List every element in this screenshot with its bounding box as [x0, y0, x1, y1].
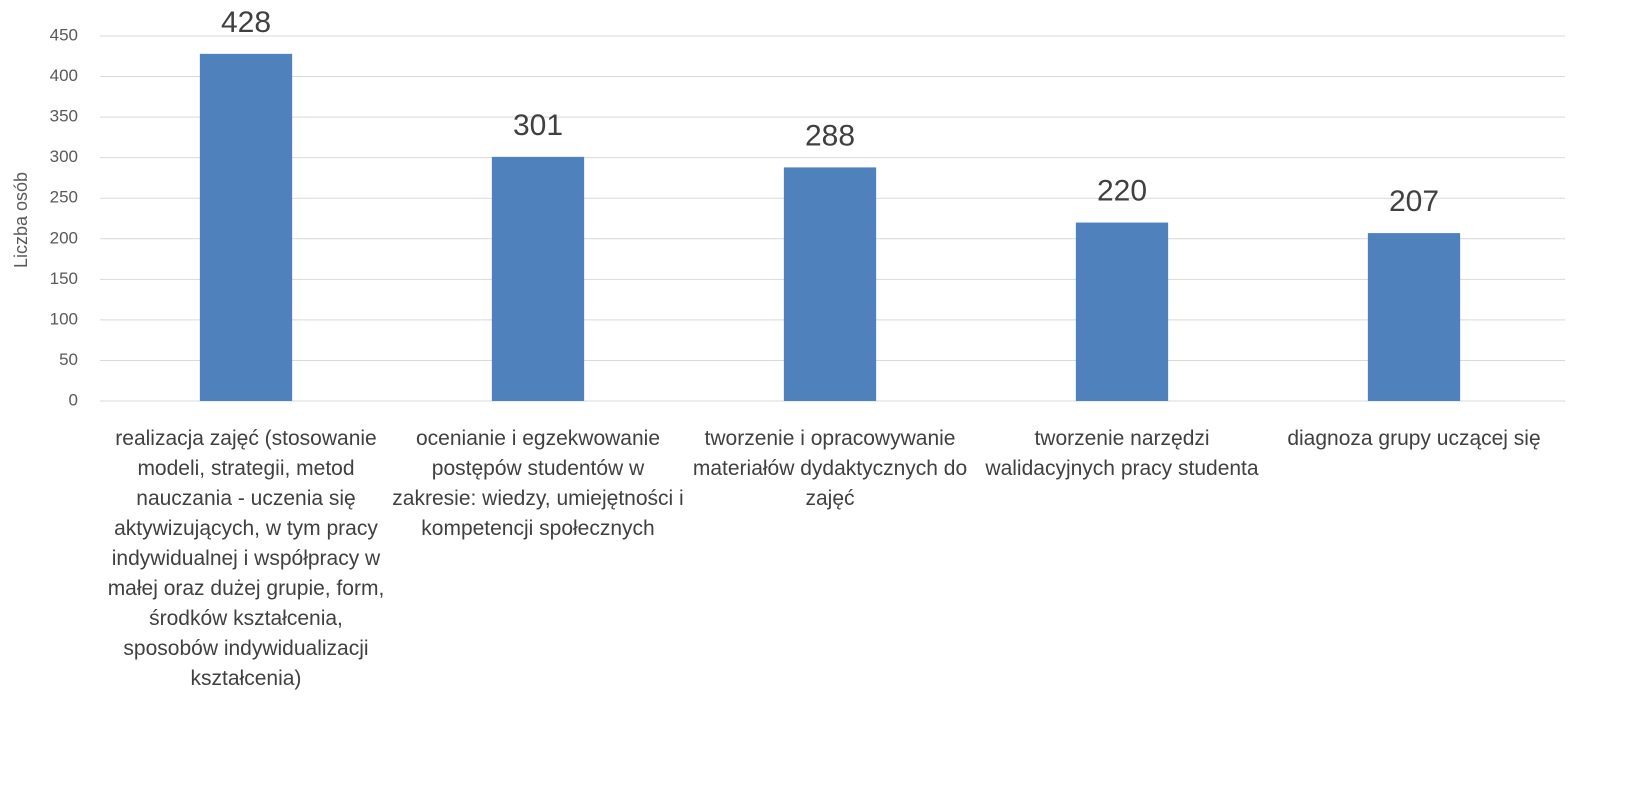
x-tick-label: tworzenie i opracowywanie materiałów dyd… [692, 427, 968, 510]
y-tick-label: 350 [50, 107, 78, 126]
y-tick-label: 100 [50, 309, 78, 328]
x-tick-label: tworzenie narzędzi walidacyjnych pracy s… [985, 427, 1259, 480]
bar [491, 156, 585, 401]
y-tick-label: 150 [50, 269, 78, 288]
x-tick-label: ocenianie i egzekwowanie postępów studen… [392, 427, 684, 540]
data-label: 301 [513, 109, 563, 142]
y-tick-label: 300 [50, 147, 78, 166]
bar [1075, 222, 1169, 401]
y-tick-label: 400 [50, 66, 78, 85]
x-tick-label: realizacja zajęć (stosowanie modeli, str… [107, 427, 385, 690]
y-tick-label: 0 [69, 390, 78, 409]
y-tick-label: 200 [50, 228, 78, 247]
y-tick-label: 450 [50, 25, 78, 44]
bar [199, 53, 293, 401]
y-tick-label: 50 [59, 350, 78, 369]
x-tick-label: diagnoza grupy uczącej się [1287, 427, 1541, 450]
data-label: 428 [221, 6, 271, 39]
data-label: 207 [1389, 185, 1439, 218]
data-label: 220 [1097, 174, 1147, 207]
y-tick-label: 250 [50, 188, 78, 207]
y-axis-label: Liczba osób [11, 172, 31, 268]
bar [1367, 233, 1461, 401]
bar [783, 167, 877, 401]
data-label: 288 [805, 119, 855, 152]
